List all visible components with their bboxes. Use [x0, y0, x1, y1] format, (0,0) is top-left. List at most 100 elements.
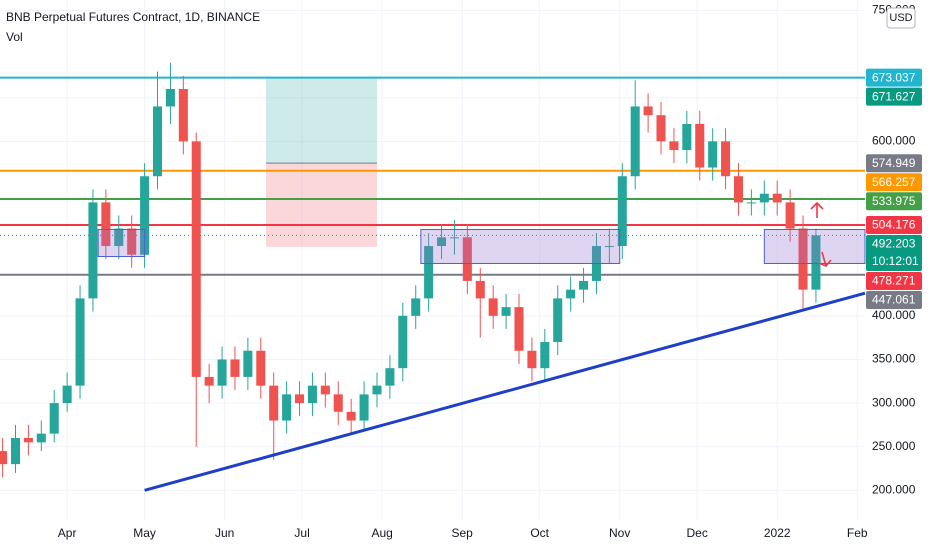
price-axis: 200.000 250.000 300.000 350.000 400.000 600.0…	[58, 3, 922, 540]
candle-body	[230, 359, 240, 377]
x-tick-label: Feb	[847, 526, 868, 540]
y-tick-label: 300.000	[872, 395, 916, 409]
chart-title: BNB Perpetual Futures Contract, 1D, BINA…	[6, 10, 260, 24]
candle-body	[669, 141, 679, 151]
candle-body	[101, 202, 111, 247]
position-target	[265, 77, 377, 164]
candle-body	[217, 359, 227, 386]
candle-body	[759, 193, 769, 203]
candle-body	[449, 237, 459, 239]
candle-body	[75, 298, 85, 386]
candle-body	[36, 433, 46, 443]
candle-body	[0, 451, 8, 465]
candle-body	[243, 350, 253, 377]
candle-body	[411, 298, 421, 316]
candle-body	[398, 315, 408, 369]
candle-body	[320, 385, 330, 395]
candle-body	[62, 385, 72, 404]
arrows	[810, 201, 832, 267]
price-label: 566.257	[872, 175, 916, 189]
x-tick-label: Dec	[686, 526, 707, 540]
candle-body	[88, 202, 98, 299]
countdown: 10:12:01	[872, 254, 919, 268]
zone	[763, 228, 866, 264]
price-label: 447.061	[872, 293, 916, 307]
candle-body	[695, 123, 705, 168]
price-label-bg	[866, 215, 922, 234]
candle-body	[372, 385, 382, 395]
currency-box[interactable]	[886, 7, 916, 29]
x-tick-label: Oct	[530, 526, 549, 540]
y-tick-label: 350.000	[872, 352, 916, 366]
arrow-up	[810, 201, 824, 218]
candle-body	[333, 394, 343, 412]
candle-body	[798, 228, 808, 290]
candles	[0, 62, 821, 478]
arrow-down	[818, 251, 832, 267]
candle-body	[10, 437, 21, 465]
candle-body	[682, 123, 692, 151]
candle-body	[424, 246, 434, 299]
candle-body	[514, 307, 524, 351]
candle-body	[282, 394, 292, 421]
x-tick-label: May	[133, 526, 156, 540]
currency[interactable]: USD	[889, 12, 912, 24]
candle-body	[501, 307, 511, 316]
candle-body	[165, 88, 175, 107]
candle-body	[49, 403, 59, 434]
candle-body	[385, 368, 395, 386]
candle-body	[721, 141, 731, 177]
zone	[420, 228, 621, 264]
y-tick-label: 200.000	[872, 483, 916, 497]
price-label: 492.203	[872, 237, 916, 251]
price-label-bg	[866, 154, 922, 173]
price-label: 574.949	[872, 156, 916, 170]
candle-body	[708, 141, 718, 168]
zone	[97, 228, 146, 258]
candle-body	[191, 141, 201, 377]
x-tick-label: 2022	[764, 526, 791, 540]
candle-body	[346, 411, 356, 421]
price-label: 671.627	[872, 89, 916, 103]
candle-body	[140, 176, 150, 255]
candle-body	[295, 394, 305, 404]
candle-body	[437, 237, 447, 247]
candle-body	[204, 376, 214, 386]
price-label-bg	[866, 234, 922, 271]
position-stop	[265, 163, 377, 247]
price-label-bg	[866, 290, 922, 309]
candle-body	[630, 106, 640, 177]
price-label: 478.271	[872, 274, 916, 288]
candle-body	[772, 193, 782, 203]
x-tick-label: Jun	[215, 526, 234, 540]
candle-body	[643, 106, 653, 116]
candle-body	[269, 385, 279, 421]
candle-body	[307, 385, 317, 404]
candle-body	[566, 289, 576, 299]
price-label-bg	[866, 173, 922, 192]
x-tick-label: Apr	[58, 526, 77, 540]
candle-body	[114, 228, 124, 247]
x-tick-label: Nov	[609, 526, 630, 540]
price-label-bg	[866, 68, 922, 87]
candle-body	[617, 176, 627, 247]
candle-body	[527, 350, 537, 369]
candle-body	[152, 106, 163, 177]
candle-body	[127, 228, 137, 255]
trendline	[144, 291, 866, 492]
candle-body	[488, 298, 498, 316]
y-tick-label: 400.000	[872, 308, 916, 322]
candle-body	[359, 394, 369, 421]
candle-body	[733, 176, 743, 203]
price-label: 533.975	[872, 194, 916, 208]
volume-legend: Vol	[6, 30, 23, 44]
price-label-bg	[866, 87, 922, 106]
y-tick-label: 250.000	[872, 439, 916, 453]
candle-body	[604, 246, 614, 248]
candle-body	[178, 88, 188, 142]
candle-body	[811, 235, 821, 290]
candle-body	[540, 342, 550, 369]
y-tick-label: 600.000	[872, 134, 916, 148]
